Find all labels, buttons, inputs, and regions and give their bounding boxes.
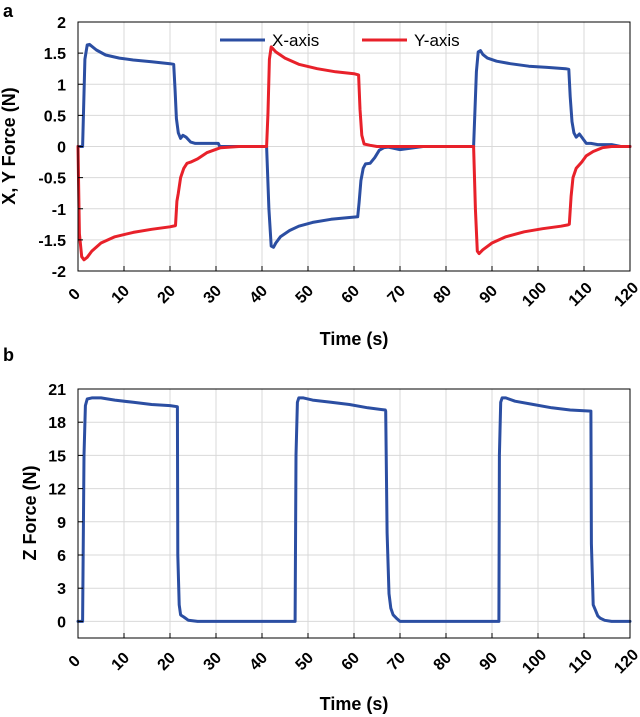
panel-a-legend: X-axis Y-axis [220,31,460,50]
y-tick-label: 18 [48,415,66,432]
panel-b: b 0 10 20 30 40 50 60 70 80 90 100 110 120 0 3 6 9 12 15 1… [3,345,640,714]
panel-b-series [76,396,632,623]
y-tick-label: 21 [48,382,66,399]
panel-a-series [76,42,632,262]
legend-x-axis-label: X-axis [272,31,319,50]
x-tick-label: 0 [66,286,84,304]
x-tick-label: 0 [66,653,84,671]
x-tick-label: 120 [611,646,640,677]
x-tick-label: 40 [247,649,272,674]
series-line-y-axis [76,45,632,262]
panel-a-yticks: -2 -1.5 -1 -0.5 0 0.5 1 1.5 2 [38,15,83,281]
panel-b-ylabel: Z Force (N) [20,465,40,560]
legend-y-axis-label: Y-axis [414,31,460,50]
panel-a-ylabel: X, Y Force (N) [0,87,19,204]
x-tick-label: 90 [477,649,502,674]
x-tick-label: 30 [201,282,226,307]
panel-b-xticks: 0 10 20 30 40 50 60 70 80 90 100 110 120 [66,633,640,677]
x-tick-label: 40 [247,282,272,307]
y-tick-label: 0 [57,140,66,157]
x-tick-label: 70 [385,282,410,307]
x-tick-label: 50 [293,282,318,307]
x-tick-label: 10 [109,649,134,674]
y-tick-label: 0 [57,614,66,631]
y-tick-label: 1.5 [44,46,66,63]
panel-a-xlabel: Time (s) [320,329,389,349]
y-tick-label: 9 [57,515,66,532]
panel-b-yticks: 0 3 6 9 12 15 18 21 [48,382,83,631]
panel-b-xlabel: Time (s) [320,694,389,714]
x-tick-label: 20 [155,649,180,674]
x-tick-label: 110 [566,280,596,310]
y-tick-label: 15 [48,448,66,465]
panel-a: a 0 10 20 30 40 50 60 70 80 90 100 110 120 -2-1.5-1-… [0,1,640,349]
x-tick-label: 10 [109,282,134,307]
x-tick-label: 70 [385,649,410,674]
panel-a-xticks: 0 10 20 30 40 50 60 70 80 90 100 110 120 [66,266,640,310]
y-tick-label: 6 [57,548,66,565]
y-tick-label: -0.5 [38,171,66,188]
y-tick-label: -2 [52,264,66,281]
x-tick-label: 100 [519,646,550,677]
x-tick-label: 20 [155,282,180,307]
y-tick-label: 3 [57,581,66,598]
y-tick-label: -1.5 [38,233,66,250]
panel-a-letter: a [3,1,14,21]
x-tick-label: 120 [611,279,640,310]
x-tick-label: 100 [519,279,550,310]
y-tick-label: 2 [57,15,66,32]
y-tick-label: 0.5 [44,108,66,125]
y-tick-label: -1 [52,202,66,219]
x-tick-label: 110 [566,647,596,677]
x-tick-label: 80 [431,282,456,307]
x-tick-label: 50 [293,649,318,674]
panel-b-letter: b [3,345,14,365]
x-tick-label: 30 [201,649,226,674]
series-line-z-force [76,396,632,623]
y-tick-label: 12 [48,482,66,499]
y-tick-label: 1 [57,77,66,94]
series-line-x-axis [76,42,632,249]
x-tick-label: 60 [339,282,364,307]
x-tick-label: 90 [477,282,502,307]
x-tick-label: 60 [339,649,364,674]
x-tick-label: 80 [431,649,456,674]
